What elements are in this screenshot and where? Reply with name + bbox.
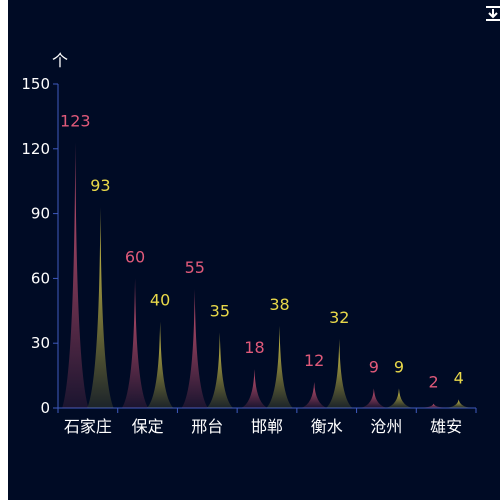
x-tick-label: 衡水 [311, 417, 343, 436]
spike-bar-s2-1 [87, 207, 114, 408]
y-tick-label: 90 [31, 205, 50, 223]
x-tick-label: 雄安 [430, 417, 462, 436]
x-tick-label: 沧州 [370, 417, 402, 436]
data-label-s2-1: 93 [90, 176, 110, 195]
x-tick-label: 邢台 [191, 417, 223, 436]
spike-bar-s1-4 [241, 369, 268, 408]
spike-bar-s2-6 [385, 388, 413, 408]
spike-bar-s2-5 [326, 338, 353, 408]
data-label-s1-7: 2 [429, 373, 439, 392]
y-tick-label: 30 [31, 334, 50, 352]
spike-bar-s1-1 [62, 142, 89, 408]
data-label-s1-4: 18 [244, 338, 264, 357]
spike-bar-s2-3 [206, 332, 233, 408]
spike-bar-s2-7 [445, 399, 472, 408]
spike-bar-s1-3 [181, 289, 208, 408]
chart-container: 个 0 30 60 90 120 150 石家庄 保定 邢台 邯郸 衡水 沧州 雄安 123 93 60 40… [8, 0, 500, 500]
data-label-s1-1: 123 [60, 111, 91, 130]
y-tick-label: 120 [21, 140, 50, 158]
y-tick-label: 0 [40, 399, 50, 417]
y-tick-label: 150 [21, 75, 50, 93]
spike-bar-s1-2 [121, 278, 149, 408]
spike-bar-s1-5 [301, 382, 328, 408]
data-label-s2-7: 4 [454, 368, 464, 387]
download-icon[interactable] [486, 6, 500, 22]
data-label-s2-3: 35 [210, 301, 230, 320]
y-tick-label: 60 [31, 269, 50, 287]
x-tick-label: 邯郸 [251, 417, 283, 436]
chart-marks: 123 93 60 40 55 35 18 38 12 32 9 9 2 4 [60, 111, 472, 408]
data-label-s2-2: 40 [150, 291, 170, 310]
x-tick-label: 保定 [132, 417, 164, 436]
spike-bar-s1-7 [420, 403, 447, 408]
data-label-s1-3: 55 [185, 258, 205, 277]
x-tick-label: 石家庄 [64, 417, 112, 436]
spike-bar-s2-2 [146, 321, 174, 408]
data-label-s2-4: 38 [269, 295, 289, 314]
chart-svg: 个 0 30 60 90 120 150 石家庄 保定 邢台 邯郸 衡水 沧州 雄安 123 93 60 40… [21, 51, 477, 436]
data-label-s2-6: 9 [394, 358, 404, 377]
y-axis-unit-label: 个 [52, 51, 68, 70]
data-label-s1-2: 60 [125, 247, 145, 266]
spike-bar-s1-6 [360, 388, 388, 408]
axes: 0 30 60 90 120 150 石家庄 保定 邢台 邯郸 衡水 沧州 雄安 [21, 75, 477, 436]
data-label-s1-5: 12 [304, 351, 324, 370]
data-label-s2-5: 32 [329, 308, 349, 327]
data-label-s1-6: 9 [369, 358, 379, 377]
spike-bar-s2-4 [266, 325, 293, 408]
